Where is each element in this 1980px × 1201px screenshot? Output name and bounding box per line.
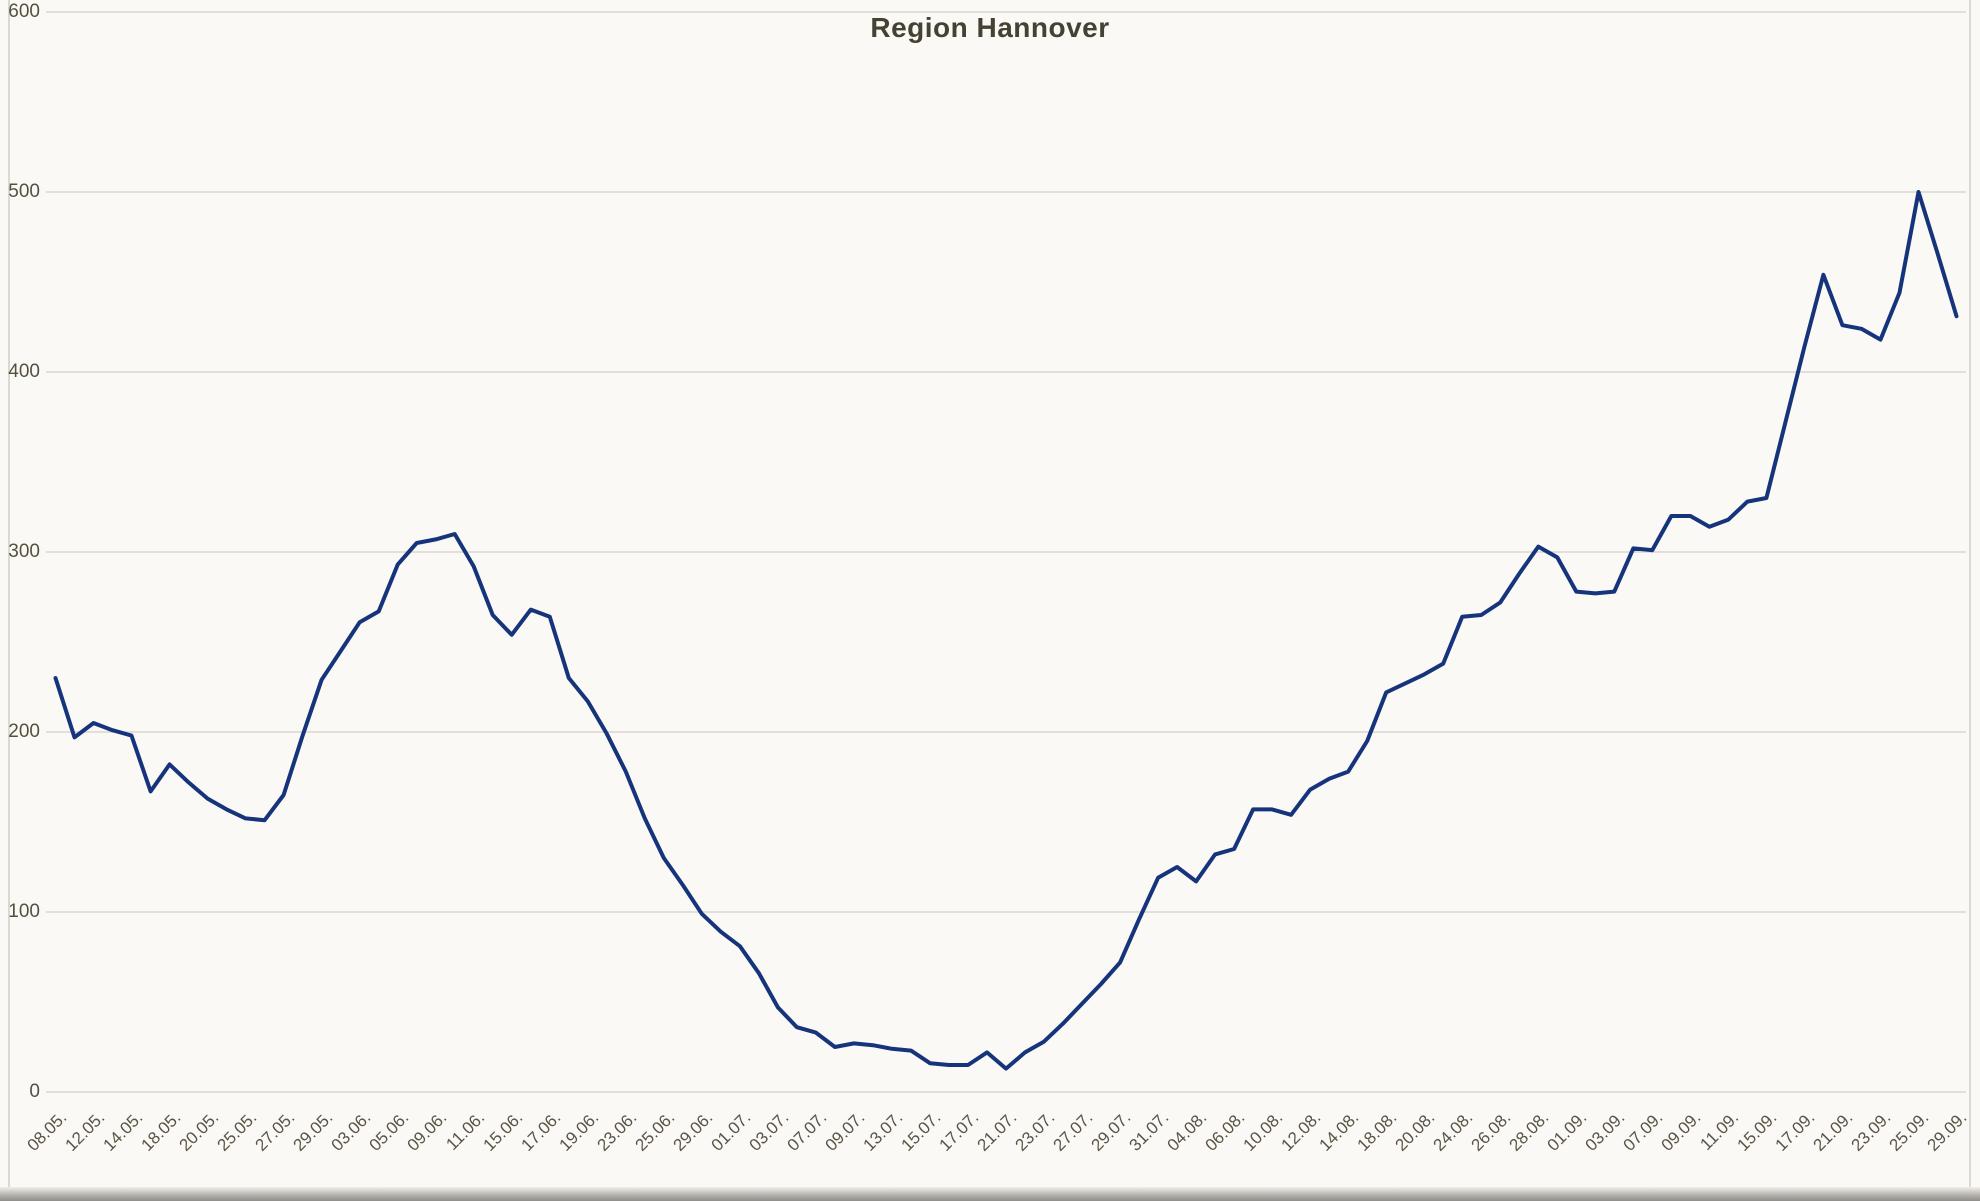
y-axis-tick-label-400: 400 xyxy=(8,361,40,382)
y-axis-tick-label-200: 200 xyxy=(8,721,40,742)
series-line xyxy=(53,190,1959,1071)
y-axis-tick-label-0: 0 xyxy=(29,1081,40,1102)
y-axis-tick-label-600: 600 xyxy=(8,1,40,22)
y-axis-tick-label-300: 300 xyxy=(8,541,40,562)
y-axis-tick-label-100: 100 xyxy=(8,901,40,922)
bottom-screen-edge xyxy=(0,1187,1980,1201)
right-frame-edge xyxy=(1969,0,1971,1188)
left-frame-edge xyxy=(8,0,10,1188)
chart-title: Region Hannover xyxy=(870,12,1110,43)
y-axis-tick-label-500: 500 xyxy=(8,181,40,202)
